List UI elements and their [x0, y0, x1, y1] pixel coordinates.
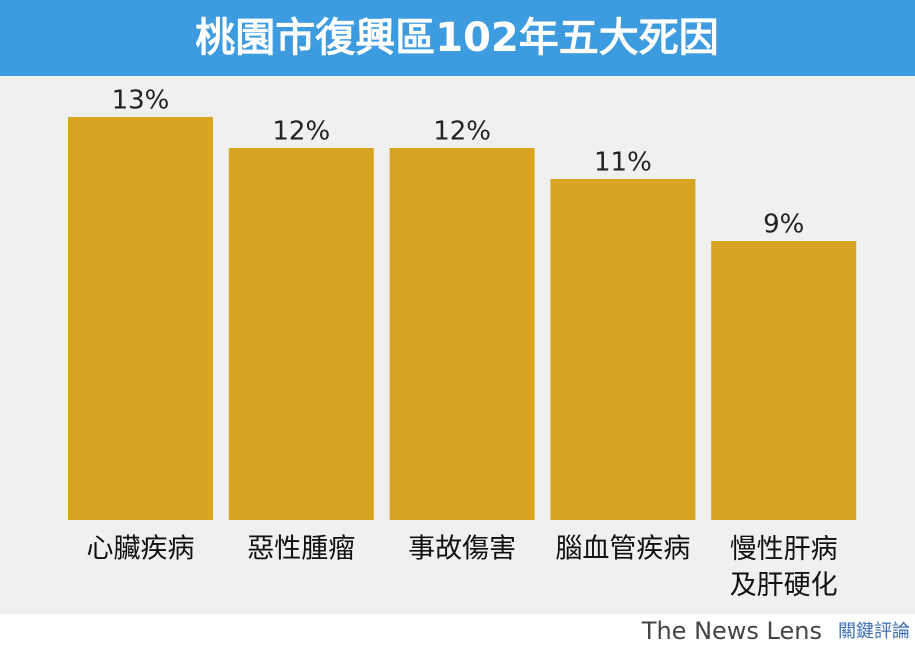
bar: [711, 241, 857, 520]
x-tick-label: 心臟疾病: [87, 534, 195, 565]
bar: [389, 148, 535, 520]
value-label: 9%: [763, 210, 804, 240]
bar: [550, 179, 696, 520]
x-tick-label: 慢性肝病及肝硬化: [730, 534, 838, 601]
value-label: 12%: [272, 117, 330, 147]
x-tick-label: 事故傷害: [408, 534, 516, 565]
title-bar: [0, 0, 915, 76]
x-tick-label: 惡性腫瘤: [247, 534, 355, 565]
chart-title: 桃園市復興區102年五大死因: [195, 15, 719, 61]
value-label: 13%: [112, 86, 170, 116]
bar: [68, 117, 213, 520]
watermark: The News Lens: [641, 617, 822, 645]
value-label: 11%: [594, 148, 652, 178]
x-tick-label: 腦血管疾病: [555, 534, 690, 565]
value-label: 12%: [433, 117, 491, 147]
watermark-cn: 關鍵評論: [838, 621, 910, 642]
bar: [228, 148, 374, 520]
